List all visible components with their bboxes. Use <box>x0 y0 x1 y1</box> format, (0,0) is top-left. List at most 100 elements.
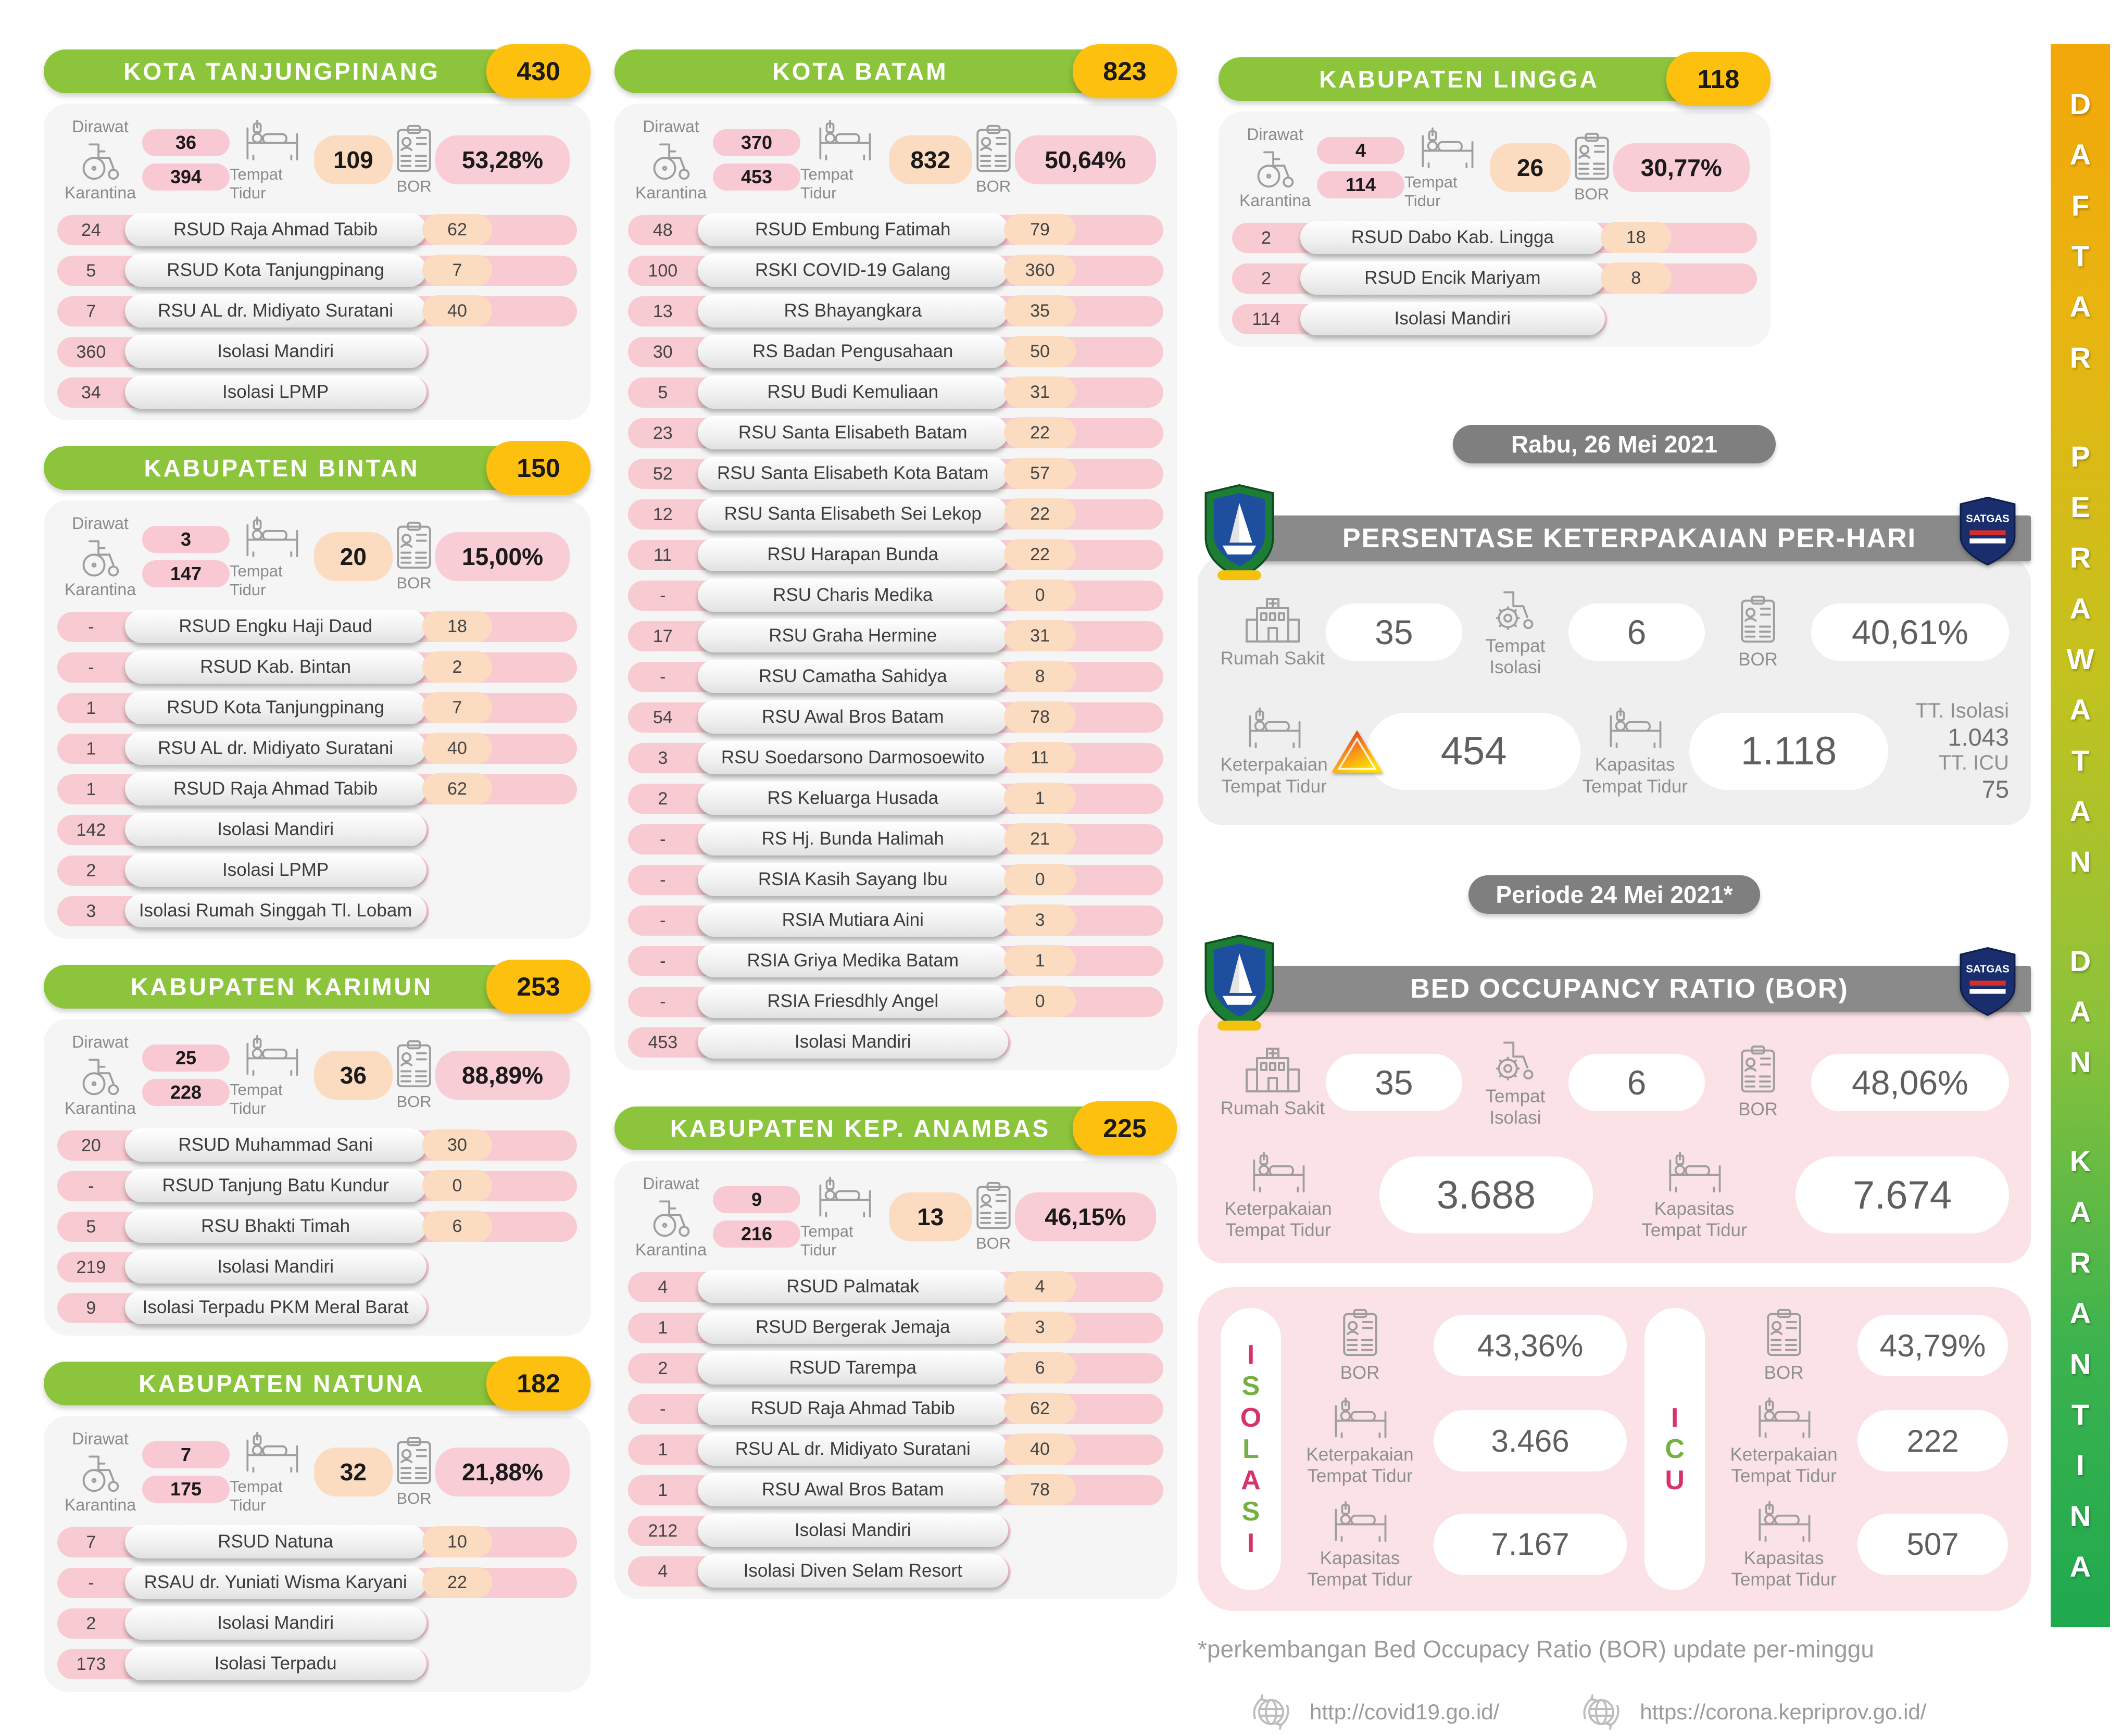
isolasi-bor-value: 43,36% <box>1434 1315 1627 1377</box>
hospital-row: 1 RSU AL dr. Midiyato Suratani 40 <box>628 1432 1163 1466</box>
row-dirawat-count: - <box>660 991 666 1012</box>
weekly-tempat-isolasi-value: 6 <box>1568 1053 1705 1111</box>
row-facility-name: RSUD Kab. Bintan <box>124 650 426 684</box>
karantina-value: 228 <box>142 1079 230 1106</box>
hospital-row: 2 RSUD Tarempa 6 <box>628 1351 1163 1385</box>
row-facility-name: RSU Santa Elisabeth Kota Batam <box>697 457 1008 490</box>
tempat-tidur-label: Tempat Tidur <box>229 1477 283 1514</box>
kapasitas-label: Kapasitas Tempat Tidur <box>1582 754 1688 797</box>
row-facility-name: RSUD Kota Tanjungpinang <box>124 691 426 724</box>
karantina-label: Karantina <box>65 580 136 599</box>
row-facility-name: RSUD Natuna <box>124 1525 426 1558</box>
bor-clipboard-icon <box>1574 132 1609 180</box>
row-facility-name: RSUD Raja Ahmad Tabib <box>124 772 426 806</box>
date-pill: Rabu, 26 Mei 2021 <box>1453 425 1776 463</box>
hospital-bed-icon <box>1252 1151 1304 1193</box>
row-dirawat-count: 1 <box>658 1317 668 1338</box>
daily-bor-value: 40,61% <box>1811 603 2009 661</box>
row-facility-name: RSU AL dr. Midiyato Suratani <box>124 732 426 765</box>
row-facility-name: RSUD Tanjung Batu Kundur <box>124 1169 426 1202</box>
hospital-row: 24 RSUD Raja Ahmad Tabib 62 <box>57 213 577 246</box>
row-bed-count: 1 <box>1003 945 1076 976</box>
keterpakaian-label: Keterpakaian Tempat Tidur <box>1306 1444 1414 1487</box>
row-bed-count: 62 <box>422 773 493 804</box>
bor-clipboard-icon <box>397 521 431 569</box>
row-dirawat-count: 11 <box>654 545 672 565</box>
row-dirawat-count: 142 <box>76 820 106 840</box>
karantina-label: Karantina <box>65 1099 136 1117</box>
row-bed-count: 57 <box>1003 458 1076 489</box>
hospital-row: 34 Isolasi LPMP <box>57 375 577 409</box>
dirawat-value: 7 <box>142 1441 230 1468</box>
bor-clipboard-icon <box>1766 1309 1801 1356</box>
region-card-bintan: KABUPATEN BINTAN 150 Dirawat Karantina 3… <box>44 441 591 939</box>
region-card-anambas: KABUPATEN KEP. ANAMBAS 225 Dirawat Karan… <box>614 1101 1177 1599</box>
row-facility-name: Isolasi Terpadu <box>124 1647 426 1680</box>
keterpakaian-label: Keterpakaian Tempat Tidur <box>1224 1199 1332 1241</box>
row-facility-name: RSU AL dr. Midiyato Suratani <box>124 294 426 328</box>
hospital-bed-icon <box>246 516 298 558</box>
row-facility-name: RSKI COVID-19 Galang <box>697 254 1008 287</box>
row-facility-name: Isolasi LPMP <box>124 375 426 409</box>
hospital-row: 360 Isolasi Mandiri <box>57 335 577 368</box>
row-facility-name: RSUD Kota Tanjungpinang <box>124 254 426 287</box>
dirawat-value: 36 <box>142 129 230 156</box>
tempat-isolasi-label: Tempat Isolasi <box>1485 636 1546 678</box>
row-facility-name: RSIA Mutiara Aini <box>697 903 1008 937</box>
kapasitas-label: Kapasitas Tempat Tidur <box>1641 1199 1747 1241</box>
rumah-sakit-label: Rumah Sakit <box>1220 648 1325 669</box>
wheelchair-icon <box>83 143 119 180</box>
row-dirawat-count: 48 <box>652 220 673 240</box>
row-bed-count: 78 <box>1003 1474 1076 1505</box>
hospital-row: - RSIA Friesdhly Angel 0 <box>628 985 1163 1018</box>
row-bed-count: 31 <box>1003 376 1076 408</box>
hospital-row: 11 RSU Harapan Bunda 22 <box>628 538 1163 571</box>
covid19-link[interactable]: http://covid19.go.id/ <box>1310 1700 1500 1725</box>
icu-keterpakaian-value: 222 <box>1857 1410 2008 1472</box>
row-dirawat-count: 2 <box>86 860 96 880</box>
row-bed-count: 10 <box>422 1526 493 1557</box>
satgas-logo: SATGAS <box>1960 496 2016 566</box>
bor-clipboard-icon <box>397 1040 431 1088</box>
globe-icon <box>1583 1694 1619 1730</box>
wheelchair-icon <box>654 143 690 180</box>
row-facility-name: RSU Graha Hermine <box>697 619 1008 652</box>
region-title: KABUPATEN LINGGA <box>1219 57 1700 101</box>
row-dirawat-count: 453 <box>648 1032 678 1052</box>
row-facility-name: RSU Awal Bros Batam <box>697 700 1008 734</box>
row-dirawat-count: - <box>660 870 666 890</box>
kepri-province-logo <box>1204 484 1274 581</box>
region-card-tanjungpinang: KOTA TANJUNGPINANG 430 Dirawat Karantina… <box>44 44 591 420</box>
bor-clipboard-icon <box>397 1437 431 1485</box>
row-dirawat-count: - <box>660 910 666 930</box>
row-facility-name: RSIA Griya Medika Batam <box>697 944 1008 977</box>
column-middle: KOTA BATAM 823 Dirawat Karantina 370 453 <box>614 44 1177 1599</box>
row-bed-count: 7 <box>422 255 493 286</box>
row-bed-count: 0 <box>1003 864 1076 895</box>
row-dirawat-count: 2 <box>86 1613 96 1633</box>
row-dirawat-count: 100 <box>648 260 678 281</box>
tempat-isolasi-label: Tempat Isolasi <box>1485 1086 1546 1128</box>
tempat-tidur-label: Tempat Tidur <box>1404 173 1458 210</box>
hospital-row: 212 Isolasi Mandiri <box>628 1514 1163 1547</box>
hospital-row: 2 Isolasi Mandiri <box>57 1606 577 1640</box>
hospital-building-icon <box>1245 1048 1300 1093</box>
warning-triangle-icon <box>1331 729 1383 773</box>
bor-value: 53,28% <box>435 135 570 184</box>
wheelchair-icon <box>654 1200 690 1237</box>
bor-value: 88,89% <box>435 1051 570 1100</box>
row-dirawat-count: 24 <box>81 220 101 240</box>
tempat-tidur-value: 20 <box>313 532 393 581</box>
hospital-row: 1 RSUD Kota Tanjungpinang 7 <box>57 691 577 724</box>
row-facility-name: RSIA Friesdhly Angel <box>697 985 1008 1018</box>
hospital-row: 1 RSU AL dr. Midiyato Suratani 40 <box>57 732 577 765</box>
hospital-building-icon <box>1245 597 1300 643</box>
dirawat-label: Dirawat <box>72 514 129 533</box>
keterpakaian-label: Keterpakaian Tempat Tidur <box>1730 1444 1838 1487</box>
row-bed-count: 4 <box>1003 1271 1076 1302</box>
hospital-row: 52 RSU Santa Elisabeth Kota Batam 57 <box>628 457 1163 490</box>
row-facility-name: Isolasi Diven Selam Resort <box>697 1554 1008 1588</box>
kepriprov-link[interactable]: https://corona.kepriprov.go.id/ <box>1640 1700 1927 1725</box>
kapasitas-label: Kapasitas Tempat Tidur <box>1731 1548 1837 1590</box>
